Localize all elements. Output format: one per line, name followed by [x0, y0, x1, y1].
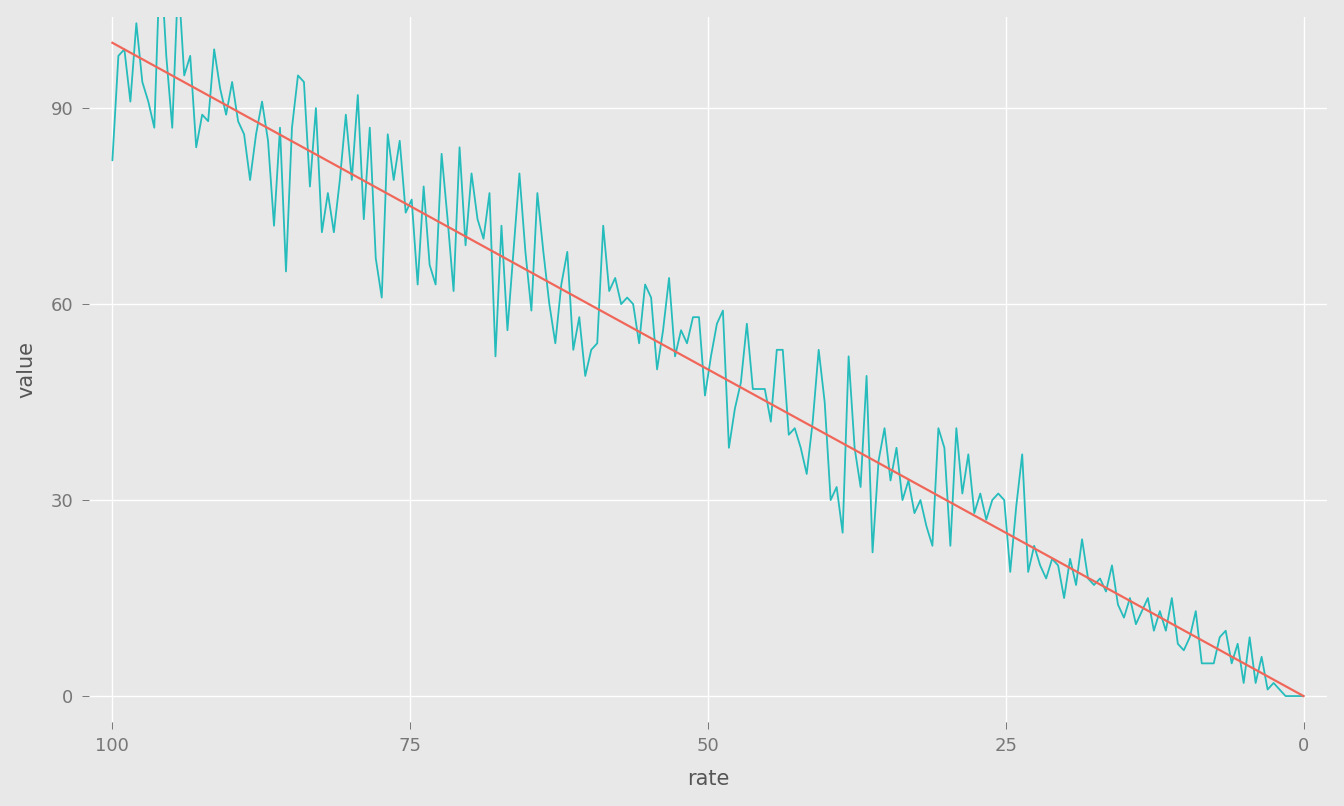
X-axis label: rate: rate: [687, 770, 730, 789]
Y-axis label: value: value: [16, 341, 36, 398]
